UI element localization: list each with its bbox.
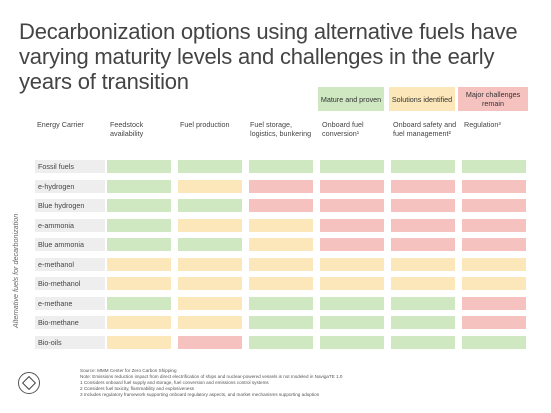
status-cell-yellow <box>178 257 242 271</box>
status-cell-green <box>462 160 526 173</box>
status-cell-red <box>391 199 455 212</box>
status-cell-green <box>320 335 384 349</box>
table-row: Bio-methanol <box>35 277 530 290</box>
status-cell-green <box>178 238 242 251</box>
status-cell-green <box>320 316 384 329</box>
status-cell-red <box>249 179 313 193</box>
status-cell-red <box>249 199 313 212</box>
row-label: e-methane <box>35 296 105 310</box>
status-cell-green <box>462 335 526 349</box>
status-cell-green <box>178 199 242 212</box>
footnote-3: 3 Includes regulatory framework supporti… <box>80 392 320 397</box>
status-cell-yellow <box>320 277 384 290</box>
status-cell-yellow <box>178 296 242 310</box>
status-cell-yellow <box>249 238 313 251</box>
status-cell-yellow <box>107 277 171 290</box>
status-cell-yellow <box>249 218 313 232</box>
status-cell-green <box>107 296 171 310</box>
status-cell-red <box>462 199 526 212</box>
legend-mature: Mature and proven <box>318 87 384 111</box>
status-cell-green <box>107 160 171 173</box>
status-cell-green <box>107 218 171 232</box>
center-logo-icon <box>18 372 40 394</box>
status-cell-green <box>320 160 384 173</box>
page-title: Decarbonization options using alternativ… <box>19 18 518 94</box>
row-label: e-hydrogen <box>35 179 105 193</box>
status-cell-green <box>391 335 455 349</box>
header-feedstock: Feedstock availability <box>110 120 144 138</box>
side-axis-label: Alternative fuels for decarbonization <box>11 213 20 328</box>
footnote-1: 1 Considers onboard fuel supply and stor… <box>80 380 269 385</box>
table-row: e-ammonia <box>35 218 530 232</box>
table-row: e-hydrogen <box>35 179 530 193</box>
header-safety: Onboard safety and fuel management² <box>393 120 457 138</box>
table-row: e-methanol <box>35 257 530 271</box>
status-cell-red <box>178 335 242 349</box>
status-cell-red <box>320 238 384 251</box>
footnotes: Source: MMM Center for Zero Carbon Shipp… <box>80 368 530 398</box>
row-label: Bio-oils <box>35 335 105 349</box>
status-cell-green <box>249 316 313 329</box>
status-cell-green <box>178 160 242 173</box>
legend-challenges: Major challenges remain <box>458 87 528 111</box>
status-cell-red <box>462 296 526 310</box>
row-label: e-methanol <box>35 257 105 271</box>
status-cell-red <box>391 179 455 193</box>
status-cell-red <box>462 218 526 232</box>
table-row: Blue hydrogen <box>35 199 530 212</box>
status-cell-yellow <box>320 257 384 271</box>
status-cell-yellow <box>249 257 313 271</box>
footnote-2: 2 Considers fuel toxicity, flammability … <box>80 386 195 391</box>
status-cell-yellow <box>107 316 171 329</box>
status-cell-yellow <box>178 218 242 232</box>
row-label: Blue hydrogen <box>35 199 105 212</box>
row-label: Bio-methanol <box>35 277 105 290</box>
header-conversion: Onboard fuel conversion¹ <box>322 120 364 138</box>
header-regulation: Regulation³ <box>464 120 501 129</box>
status-cell-green <box>107 238 171 251</box>
status-cell-red <box>462 316 526 329</box>
status-cell-green <box>391 160 455 173</box>
status-cell-yellow <box>107 335 171 349</box>
status-cell-green <box>249 160 313 173</box>
status-cell-yellow <box>249 277 313 290</box>
table-row: Blue ammonia <box>35 238 530 251</box>
status-cell-red <box>391 238 455 251</box>
status-cell-yellow <box>178 179 242 193</box>
table-row: Bio-oils <box>35 335 530 349</box>
status-cell-green <box>107 199 171 212</box>
table-row: Bio-methane <box>35 316 530 329</box>
table-row: e-methane <box>35 296 530 310</box>
row-label: e-ammonia <box>35 218 105 232</box>
header-fuel-production: Fuel production <box>180 120 230 129</box>
footnote-source: Source: MMM Center for Zero Carbon Shipp… <box>80 368 177 373</box>
row-label: Blue ammonia <box>35 238 105 251</box>
status-cell-red <box>320 199 384 212</box>
status-cell-yellow <box>391 277 455 290</box>
status-cell-green <box>107 179 171 193</box>
status-cell-red <box>462 238 526 251</box>
row-label: Bio-methane <box>35 316 105 329</box>
status-cell-red <box>462 179 526 193</box>
legend-solutions: Solutions identified <box>389 87 455 111</box>
status-cell-red <box>320 218 384 232</box>
status-cell-yellow <box>391 257 455 271</box>
table-row: Fossil fuels <box>35 160 530 173</box>
header-energy-carrier: Energy Carrier <box>37 120 84 129</box>
status-cell-yellow <box>462 277 526 290</box>
status-cell-red <box>391 218 455 232</box>
status-cell-green <box>320 296 384 310</box>
status-cell-yellow <box>178 277 242 290</box>
status-cell-yellow <box>107 257 171 271</box>
status-cell-green <box>249 335 313 349</box>
footnote-note: Note: Emissions reduction impact from di… <box>80 374 343 379</box>
status-cell-green <box>391 316 455 329</box>
row-label: Fossil fuels <box>35 160 105 173</box>
status-cell-green <box>249 296 313 310</box>
status-cell-red <box>320 179 384 193</box>
status-cell-green <box>391 296 455 310</box>
status-cell-yellow <box>462 257 526 271</box>
status-cell-yellow <box>178 316 242 329</box>
header-storage: Fuel storage, logistics, bunkering <box>250 120 312 138</box>
